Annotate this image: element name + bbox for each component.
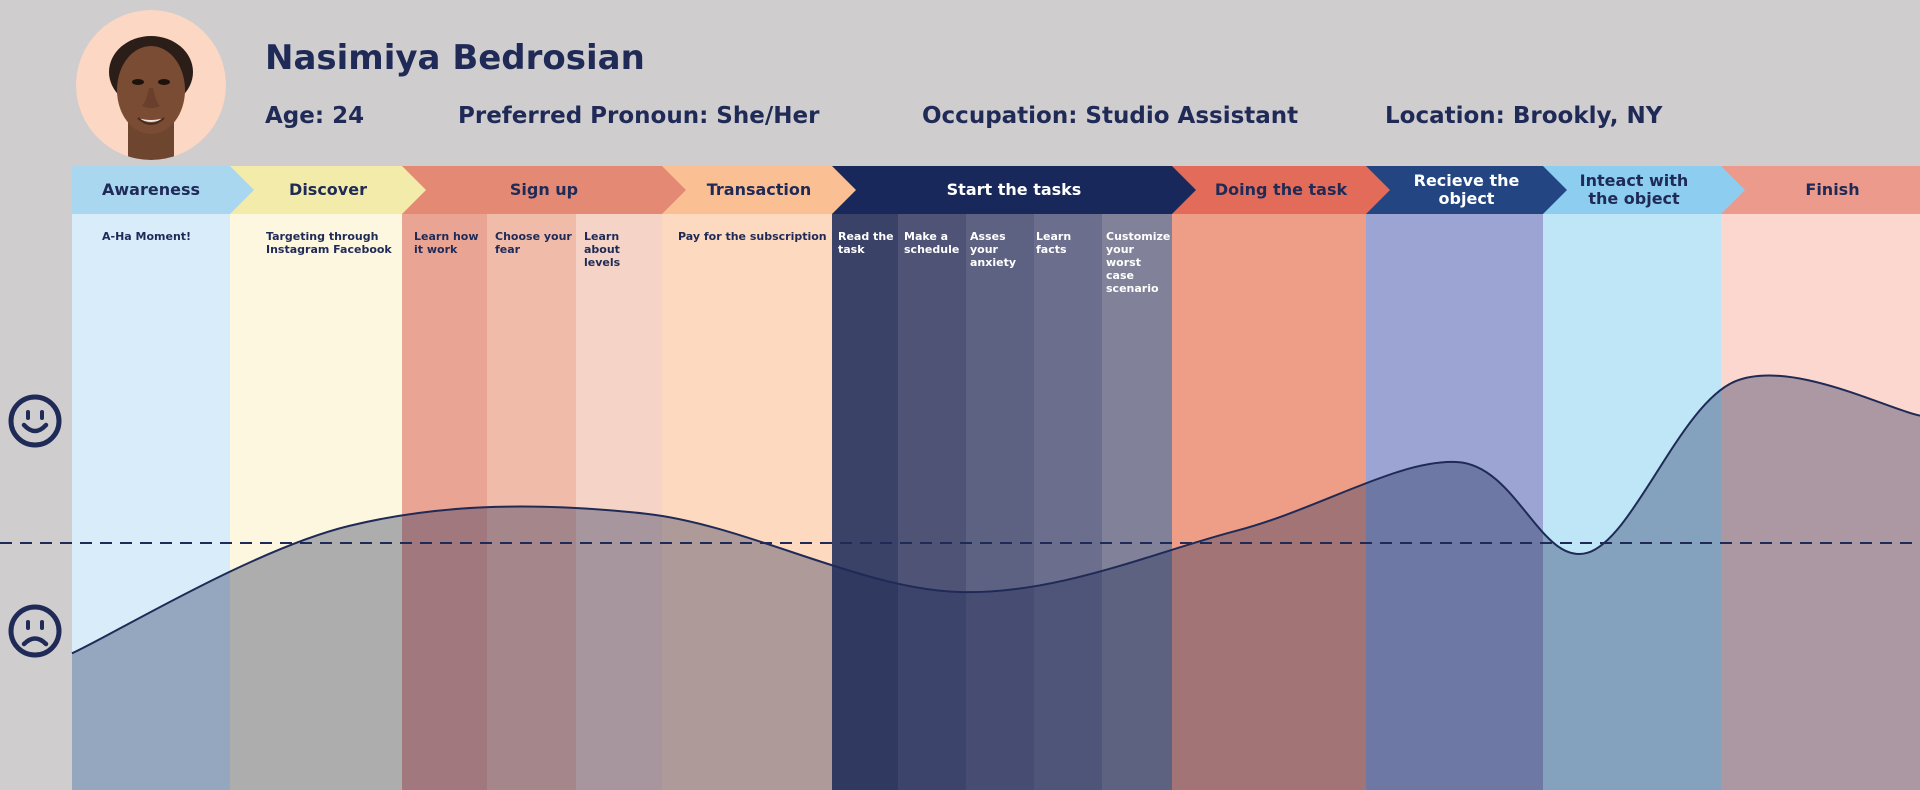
substep-column [72,214,230,790]
substep-label: Choose your fear [495,230,572,256]
substep-column [662,214,832,790]
emotion-curve [71,374,1920,655]
substep-column [1721,214,1920,790]
substep-column [1102,214,1172,790]
stage-label: Transaction [706,180,812,199]
stage-arrow [662,166,856,214]
persona-occupation: Occupation: Studio Assistant [922,103,1299,129]
stage-label: Doing the task [1214,180,1348,199]
substep-column [576,214,662,790]
substep-column [402,214,487,790]
stage-arrow [1721,166,1920,214]
persona-age: Age: 24 [265,103,365,129]
substep-column [1543,214,1721,790]
substep-column [966,214,1034,790]
stage-arrow [72,166,254,214]
smiley-face-icon [8,394,62,448]
stage-label: Recieve the object [1413,171,1520,208]
sad-face-icon [8,604,62,658]
stage-arrow [832,166,1196,214]
substep-label: Asses your anxiety [970,230,1017,269]
substep-label: Learn about levels [584,230,621,269]
stage-label: Sign up [509,180,579,199]
emotion-area [72,375,1920,790]
substep-label: A-Ha Moment! [102,230,192,243]
substep-column [1034,214,1102,790]
substep-column [487,214,576,790]
substep-label: Customize your worst case scenario [1106,230,1171,295]
substep-column [1366,214,1543,790]
stage-label: Discover [289,180,367,199]
persona-name: Nasimiya Bedrosian [265,38,645,78]
persona-pronoun: Preferred Pronoun: She/Her [458,103,820,129]
substep-column [230,214,402,790]
substep-label: Make a schedule [904,230,960,256]
stage-label: Start the tasks [946,180,1082,199]
persona-avatar [76,10,226,160]
stage-label: Awareness [102,180,200,199]
substep-column [898,214,966,790]
stage-arrow [1366,166,1567,214]
substep-label: Read the task [838,230,894,256]
stage-arrow [1172,166,1390,214]
stage-arrow [230,166,426,214]
substep-label: Targeting through Instagram Facebook [266,230,392,256]
substep-label: Learn how it work [414,230,479,256]
substep-column [832,214,898,790]
stage-arrow [402,166,686,214]
stage-arrow [1543,166,1745,214]
substep-label: Pay for the subscription [678,230,827,243]
stage-label: Inteact with the object [1579,171,1689,208]
substep-label: Learn facts [1036,230,1072,256]
substep-column [1172,214,1366,790]
stage-label: Finish [1805,180,1860,199]
persona-location: Location: Brookly, NY [1385,103,1663,129]
